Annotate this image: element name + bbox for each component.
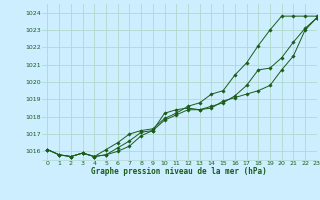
X-axis label: Graphe pression niveau de la mer (hPa): Graphe pression niveau de la mer (hPa)	[91, 167, 267, 176]
